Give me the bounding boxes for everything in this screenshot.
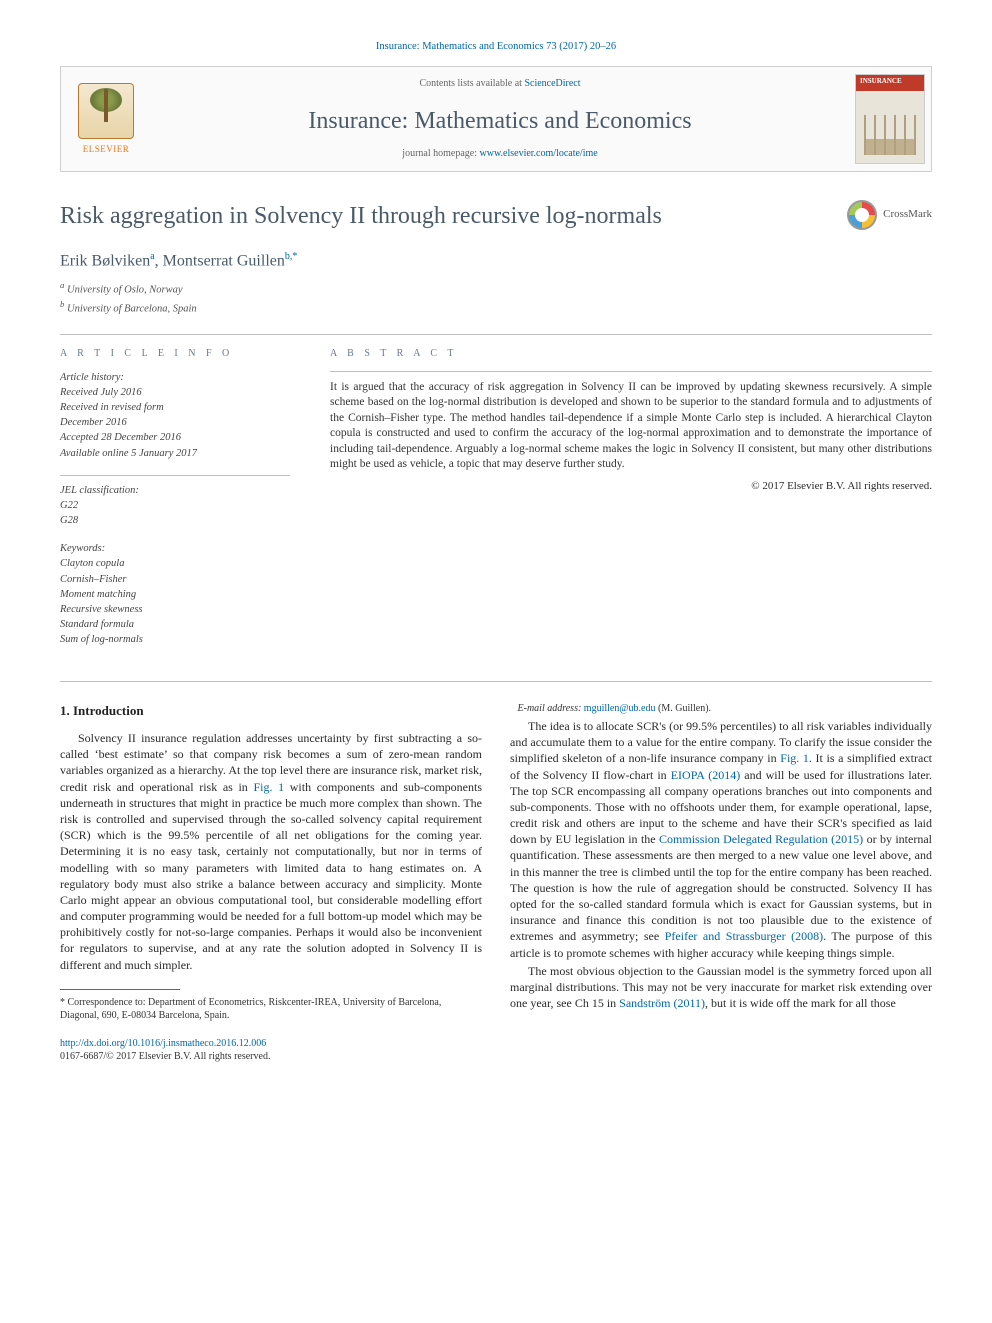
history-online: Available online 5 January 2017: [60, 447, 290, 461]
journal-cover-thumb: INSURANCE: [849, 67, 931, 170]
publisher-logo: ELSEVIER: [61, 67, 151, 170]
email-who: (M. Guillen).: [658, 703, 711, 714]
footnote-text: Correspondence to: Department of Econome…: [60, 997, 441, 1022]
jel-code: G28: [60, 514, 290, 528]
affil-a: University of Oslo, Norway: [67, 284, 183, 295]
jel-heading: JEL classification:: [60, 484, 290, 498]
footnote-marker: *: [60, 997, 65, 1008]
history-accepted: Accepted 28 December 2016: [60, 431, 290, 445]
keywords-heading: Keywords:: [60, 542, 290, 556]
history-revised: Received in revised form: [60, 401, 290, 415]
jel-block: JEL classification: G22 G28: [60, 484, 290, 529]
cdr-link[interactable]: Commission Delegated Regulation (2015): [659, 832, 863, 846]
homepage-link[interactable]: www.elsevier.com/locate/ime: [480, 148, 598, 159]
keyword: Cornish–Fisher: [60, 573, 290, 587]
body-para-1: Solvency II insurance regulation address…: [60, 730, 482, 973]
copyright-line: © 2017 Elsevier B.V. All rights reserved…: [330, 479, 932, 494]
journal-name: Insurance: Mathematics and Economics: [163, 105, 837, 137]
keyword: Sum of log-normals: [60, 633, 290, 647]
fig1-link[interactable]: Fig. 1: [253, 780, 284, 794]
fig1-link[interactable]: Fig. 1: [780, 751, 809, 765]
crossmark-label: CrossMark: [883, 207, 932, 222]
doi-link[interactable]: http://dx.doi.org/10.1016/j.insmatheco.2…: [60, 1038, 266, 1049]
divider: [60, 475, 290, 476]
keywords-block: Keywords: Clayton copula Cornish–Fisher …: [60, 542, 290, 647]
journal-header: ELSEVIER Contents lists available at Sci…: [60, 66, 932, 171]
homepage-prefix: journal homepage:: [402, 148, 479, 159]
author-1: Erik Bølviken: [60, 252, 150, 269]
crossmark-badge[interactable]: CrossMark: [847, 200, 932, 230]
keyword: Recursive skewness: [60, 603, 290, 617]
divider: [60, 681, 932, 682]
divider: [330, 371, 932, 372]
keyword: Moment matching: [60, 588, 290, 602]
contents-prefix: Contents lists available at: [419, 78, 524, 89]
cover-graph-icon: [864, 115, 916, 155]
article-info-label: A R T I C L E I N F O: [60, 347, 290, 361]
abstract-label: A B S T R A C T: [330, 347, 932, 361]
contents-available-line: Contents lists available at ScienceDirec…: [163, 77, 837, 91]
crossmark-icon: [847, 200, 877, 230]
email-label: E-mail address:: [518, 703, 582, 714]
page-footer: http://dx.doi.org/10.1016/j.insmatheco.2…: [60, 1037, 932, 1064]
body-para-3: The most obvious objection to the Gaussi…: [510, 963, 932, 1012]
keyword: Clayton copula: [60, 557, 290, 571]
history-revised-date: December 2016: [60, 416, 290, 430]
abstract-text: It is argued that the accuracy of risk a…: [330, 380, 932, 473]
citation-bar: Insurance: Mathematics and Economics 73 …: [60, 40, 932, 54]
jel-code: G22: [60, 499, 290, 513]
author-2: Montserrat Guillen: [163, 252, 285, 269]
issn-copyright: 0167-6687/© 2017 Elsevier B.V. All right…: [60, 1051, 270, 1062]
affil-b: University of Barcelona, Spain: [67, 303, 197, 314]
author-1-affil[interactable]: a: [150, 251, 154, 262]
body-columns: 1. Introduction Solvency II insurance re…: [60, 702, 932, 1022]
homepage-line: journal homepage: www.elsevier.com/locat…: [163, 147, 837, 161]
divider: [60, 334, 932, 335]
history-heading: Article history:: [60, 371, 290, 385]
publisher-name: ELSEVIER: [83, 143, 130, 155]
keyword: Standard formula: [60, 618, 290, 632]
article-history: Article history: Received July 2016 Rece…: [60, 371, 290, 461]
email-link[interactable]: mguillen@ub.edu: [584, 703, 656, 714]
sandstrom-link[interactable]: Sandström (2011): [619, 996, 705, 1010]
article-title: Risk aggregation in Solvency II through …: [60, 200, 932, 232]
sciencedirect-link[interactable]: ScienceDirect: [524, 78, 580, 89]
history-received: Received July 2016: [60, 386, 290, 400]
author-2-affil[interactable]: b,*: [285, 251, 298, 262]
affiliations: a University of Oslo, Norway b Universit…: [60, 280, 932, 316]
body-para-2: The idea is to allocate SCR's (or 99.5% …: [510, 718, 932, 961]
elsevier-tree-icon: [78, 83, 134, 139]
section-heading-1: 1. Introduction: [60, 702, 482, 720]
footnote-divider: [60, 989, 180, 990]
pfeifer-link[interactable]: Pfeifer and Strassburger (2008): [665, 929, 823, 943]
eiopa-link[interactable]: EIOPA (2014): [671, 768, 741, 782]
cover-title: INSURANCE: [860, 77, 902, 86]
authors-line: Erik Bølvikena, Montserrat Guillenb,*: [60, 250, 932, 272]
